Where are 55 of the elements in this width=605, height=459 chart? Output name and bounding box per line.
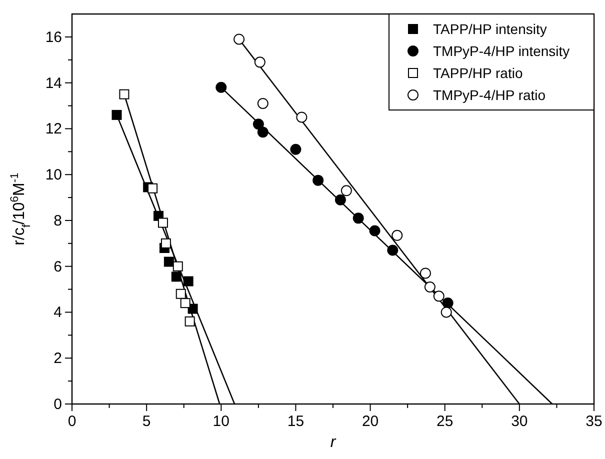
y-tick-label: 0 [54, 396, 62, 413]
y-tick-label: 10 [45, 166, 62, 184]
y-tick-label: 4 [54, 304, 62, 322]
point [160, 238, 171, 248]
x-tick-label: 5 [142, 413, 151, 430]
point [183, 276, 194, 286]
point [254, 56, 266, 68]
point [257, 98, 268, 109]
point [216, 82, 227, 93]
y-tick-label: 8 [54, 212, 62, 230]
point [442, 298, 454, 309]
legend-label: TMPyP-4/HP ratio [433, 87, 546, 103]
legend-label: TAPP/HP intensity [433, 21, 547, 37]
point [340, 185, 352, 196]
point [369, 225, 380, 236]
point [234, 34, 245, 45]
point [387, 244, 398, 256]
point [424, 282, 436, 292]
point [164, 256, 174, 267]
point [312, 174, 324, 186]
point [158, 218, 168, 228]
point [176, 288, 186, 299]
y-tick-label: 12 [45, 120, 62, 138]
point [334, 194, 346, 206]
y-tick-label: 6 [54, 258, 62, 276]
point [148, 183, 158, 194]
x-axis-title: r [330, 434, 336, 451]
point [290, 144, 302, 155]
x-tick-label: 0 [68, 413, 76, 430]
point [119, 89, 130, 100]
point [172, 261, 183, 272]
x-tick-label: 35 [586, 413, 602, 430]
legend-label: TMPyP-4/HP intensity [433, 43, 570, 59]
point [171, 272, 182, 282]
point [433, 290, 444, 302]
point [252, 118, 264, 130]
y-tick-label: 16 [45, 28, 62, 46]
point [296, 112, 308, 123]
point [352, 212, 364, 224]
point [420, 268, 431, 279]
x-tick-label: 15 [287, 413, 304, 430]
y-tick-label: 2 [54, 350, 62, 368]
x-tick-label: 25 [436, 413, 454, 430]
point [184, 316, 195, 326]
point [180, 298, 190, 308]
x-tick-label: 20 [362, 413, 379, 430]
x-tick-label: 30 [511, 413, 528, 430]
point [188, 304, 198, 314]
point [392, 230, 403, 241]
y-tick-label: 14 [45, 74, 62, 92]
legend-label: TAPP/HP ratio [433, 65, 523, 81]
point [112, 110, 122, 120]
x-tick-label: 10 [212, 413, 230, 430]
point [440, 306, 452, 318]
point [257, 126, 268, 138]
